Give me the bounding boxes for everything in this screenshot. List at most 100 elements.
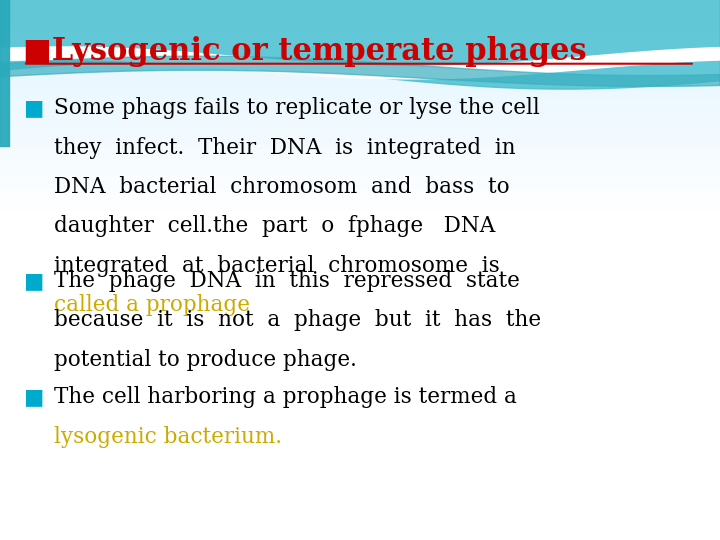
Bar — [0, 392, 720, 396]
Bar — [0, 324, 720, 328]
Bar — [0, 85, 720, 90]
Bar — [0, 243, 720, 247]
Bar — [0, 171, 720, 176]
Bar — [0, 202, 720, 207]
Bar — [0, 328, 720, 333]
Bar — [0, 459, 720, 463]
Bar — [0, 99, 720, 104]
Bar — [0, 418, 720, 423]
Text: The cell harboring a prophage is termed a: The cell harboring a prophage is termed … — [54, 386, 517, 408]
Bar — [0, 230, 720, 234]
Bar — [0, 310, 720, 315]
Bar — [0, 126, 720, 131]
Bar — [0, 31, 720, 36]
Bar — [0, 122, 720, 126]
Text: daughter  cell.the  part  o  fphage   DNA: daughter cell.the part o fphage DNA — [54, 215, 495, 238]
Bar — [0, 526, 720, 531]
Bar — [0, 536, 720, 540]
Text: integrated  at  bacterial  chromosome  is: integrated at bacterial chromosome is — [54, 255, 500, 277]
Bar — [0, 279, 720, 284]
Bar — [0, 342, 720, 347]
Bar — [0, 405, 720, 409]
Bar — [0, 347, 720, 351]
Bar — [0, 513, 720, 517]
Bar — [0, 432, 720, 436]
Bar — [0, 477, 720, 482]
Bar — [0, 58, 720, 63]
Bar — [0, 261, 720, 266]
Text: potential to produce phage.: potential to produce phage. — [54, 349, 357, 371]
Bar — [0, 0, 720, 4]
Bar — [0, 256, 720, 261]
Bar — [0, 509, 720, 513]
Bar — [0, 45, 720, 50]
Bar — [0, 301, 720, 306]
Bar — [0, 274, 720, 279]
Bar — [0, 490, 720, 495]
Bar — [0, 333, 720, 338]
Text: ■Lysogenic or temperate phages: ■Lysogenic or temperate phages — [23, 36, 587, 67]
Bar — [0, 4, 720, 9]
Bar — [0, 180, 720, 185]
Bar — [0, 207, 720, 212]
Bar — [0, 139, 720, 144]
Bar — [0, 374, 720, 378]
Bar — [0, 270, 720, 274]
Bar — [0, 522, 720, 526]
Bar — [0, 18, 720, 23]
Bar — [0, 153, 720, 158]
Text: The  phage  DNA  in  this  repressed  state: The phage DNA in this repressed state — [54, 270, 520, 292]
Text: called a prophage: called a prophage — [54, 294, 250, 316]
Bar — [0, 355, 720, 360]
Bar — [0, 293, 720, 297]
Bar — [0, 212, 720, 216]
Bar — [0, 234, 720, 239]
Bar — [0, 72, 720, 77]
Bar — [0, 504, 720, 509]
Bar — [0, 468, 720, 472]
Text: ■: ■ — [23, 386, 43, 408]
Bar — [0, 463, 720, 468]
Bar — [0, 351, 720, 355]
Bar — [0, 364, 720, 369]
Bar — [0, 144, 720, 148]
Bar — [0, 220, 720, 225]
Bar — [0, 193, 720, 198]
Bar — [0, 176, 720, 180]
Bar — [0, 162, 720, 166]
Bar — [0, 225, 720, 229]
Bar — [0, 401, 720, 405]
Bar — [0, 428, 720, 432]
Text: because  it  is  not  a  phage  but  it  has  the: because it is not a phage but it has the — [54, 309, 541, 332]
Bar — [0, 247, 720, 252]
Text: they  infect.  Their  DNA  is  integrated  in: they infect. Their DNA is integrated in — [54, 137, 516, 159]
Bar — [0, 315, 720, 320]
Bar — [0, 94, 720, 99]
Bar — [0, 482, 720, 486]
Bar — [0, 131, 720, 135]
Bar — [0, 81, 720, 85]
Bar — [0, 360, 720, 364]
Bar — [0, 486, 720, 490]
Bar — [0, 500, 720, 504]
Bar — [0, 14, 720, 18]
Text: Some phags fails to replicate or lyse the cell: Some phags fails to replicate or lyse th… — [54, 97, 540, 119]
Bar — [0, 297, 720, 301]
Bar — [0, 472, 720, 477]
Bar — [0, 166, 720, 171]
Bar — [0, 9, 720, 14]
Text: lysogenic bacterium.: lysogenic bacterium. — [54, 426, 282, 448]
Bar — [0, 104, 720, 108]
Bar — [0, 40, 720, 45]
Bar — [0, 198, 720, 202]
Bar — [0, 23, 720, 27]
Bar — [0, 495, 720, 500]
Bar — [0, 50, 720, 54]
Bar — [0, 77, 720, 81]
Bar — [0, 306, 720, 310]
Bar — [0, 517, 720, 522]
Bar — [0, 450, 720, 455]
Bar — [0, 387, 720, 392]
Bar — [0, 382, 720, 387]
Bar — [0, 369, 720, 374]
